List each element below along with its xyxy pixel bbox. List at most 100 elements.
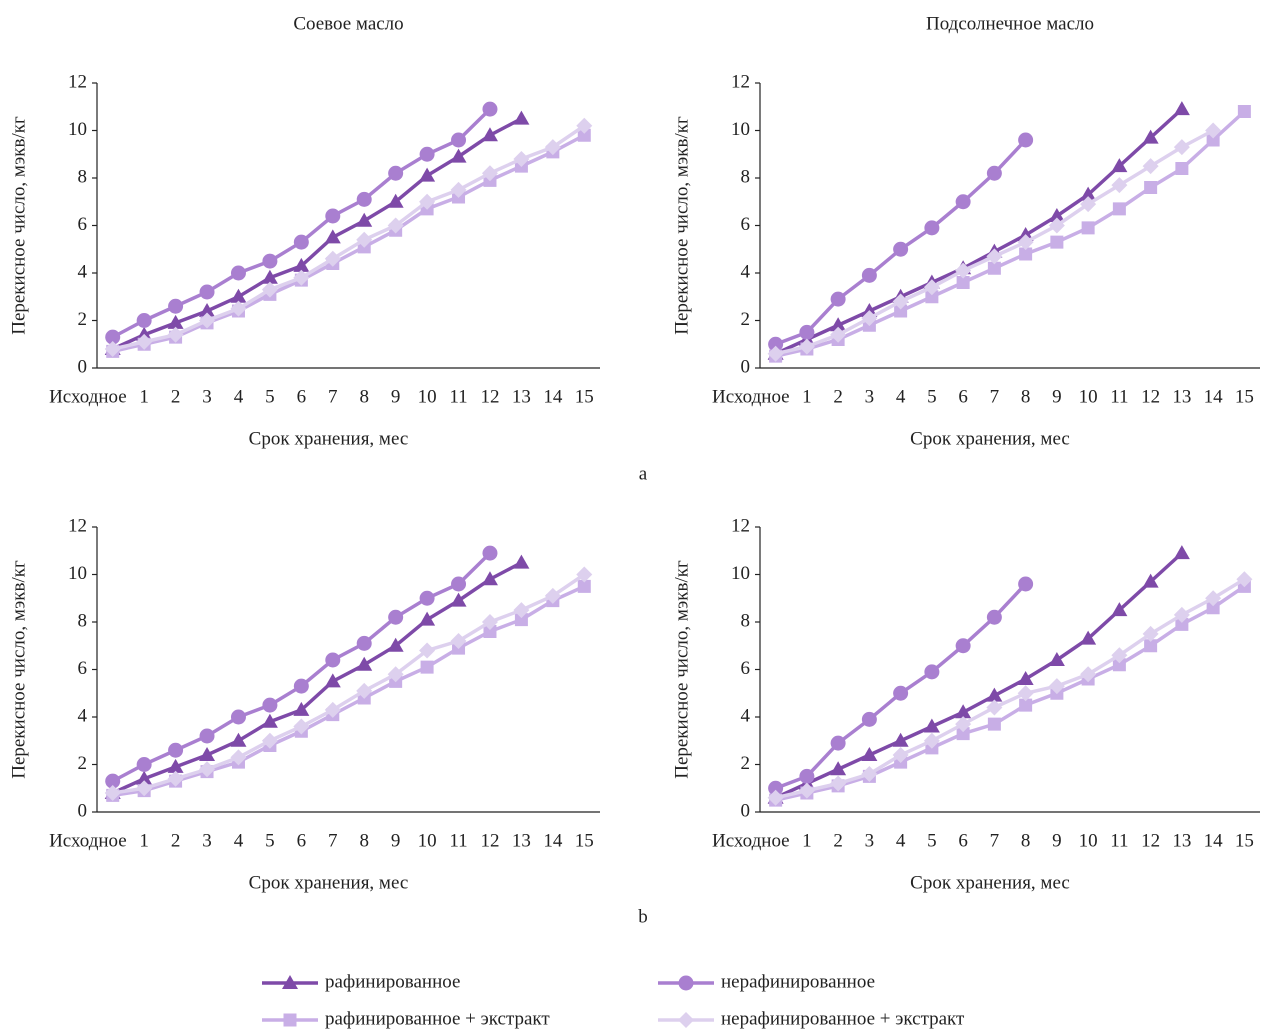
x-tick-label: 3 bbox=[202, 830, 212, 851]
marker bbox=[1206, 601, 1220, 615]
y-tick-label: 12 bbox=[731, 515, 750, 536]
marker bbox=[199, 761, 216, 778]
marker bbox=[105, 329, 121, 345]
series-line bbox=[112, 584, 586, 798]
marker bbox=[324, 250, 341, 267]
x-tick-label: 4 bbox=[896, 830, 906, 851]
marker bbox=[956, 727, 970, 741]
marker bbox=[482, 545, 498, 561]
x-tick-label: 10 bbox=[418, 386, 437, 407]
marker bbox=[419, 193, 436, 210]
marker bbox=[894, 304, 908, 318]
marker bbox=[324, 229, 341, 244]
marker bbox=[199, 728, 215, 744]
marker bbox=[262, 697, 278, 713]
marker bbox=[1017, 685, 1034, 702]
x-tick-label: 3 bbox=[202, 386, 212, 407]
marker bbox=[1112, 658, 1126, 672]
marker bbox=[230, 709, 246, 725]
y-tick-label: 2 bbox=[78, 753, 88, 774]
marker bbox=[199, 312, 216, 329]
marker bbox=[261, 281, 278, 298]
marker bbox=[1173, 139, 1190, 156]
marker bbox=[1173, 606, 1190, 623]
x-tick-label: 15 bbox=[1235, 386, 1254, 407]
y-tick-label: 2 bbox=[741, 309, 751, 330]
x-axis-label: Срок хранения, мес bbox=[910, 872, 1070, 893]
marker bbox=[293, 234, 309, 250]
marker bbox=[1175, 617, 1189, 631]
y-tick-label: 4 bbox=[78, 705, 88, 726]
x-tick-label: 12 bbox=[1141, 386, 1160, 407]
x-tick-label: 14 bbox=[543, 830, 563, 851]
marker bbox=[450, 633, 467, 649]
marker bbox=[388, 609, 404, 625]
marker bbox=[293, 257, 310, 272]
x-tick-label: 6 bbox=[958, 830, 968, 851]
y-axis-label: Перекисное число, мэкв/кг bbox=[8, 116, 29, 335]
y-tick-label: 12 bbox=[731, 71, 750, 92]
marker bbox=[923, 732, 940, 749]
x-axis-label: Срок хранения, мес bbox=[249, 872, 409, 893]
x-axis-label: Срок хранения, мес bbox=[249, 428, 409, 449]
series-line bbox=[112, 133, 586, 354]
marker bbox=[105, 773, 121, 789]
series-line bbox=[112, 573, 586, 795]
marker bbox=[830, 291, 846, 307]
x-tick-label: Исходное bbox=[712, 830, 790, 851]
marker bbox=[1048, 208, 1065, 222]
x-tick-label: 12 bbox=[480, 830, 499, 851]
marker bbox=[576, 566, 593, 583]
marker bbox=[1048, 217, 1065, 234]
panel-label: a bbox=[639, 463, 648, 484]
marker bbox=[450, 592, 467, 607]
marker bbox=[768, 780, 784, 796]
y-tick-label: 10 bbox=[731, 563, 750, 584]
marker bbox=[419, 642, 436, 659]
y-tick-label: 10 bbox=[68, 119, 87, 140]
marker bbox=[387, 193, 404, 208]
series-line bbox=[775, 577, 1246, 800]
marker bbox=[1111, 177, 1128, 194]
x-tick-label: 11 bbox=[449, 386, 467, 407]
x-tick-label: 14 bbox=[1204, 386, 1224, 407]
marker bbox=[230, 749, 247, 766]
y-axis-label: Перекисное число, мэкв/кг bbox=[8, 560, 29, 779]
marker bbox=[167, 314, 184, 329]
marker bbox=[450, 181, 467, 198]
y-tick-label: 10 bbox=[731, 119, 750, 140]
chart-title: Соевое масло bbox=[293, 13, 403, 34]
x-tick-label: 1 bbox=[139, 386, 149, 407]
marker bbox=[1205, 590, 1222, 607]
marker bbox=[136, 770, 153, 785]
marker bbox=[544, 139, 561, 156]
marker bbox=[986, 699, 1003, 716]
marker bbox=[513, 151, 530, 167]
marker bbox=[230, 300, 247, 317]
y-tick-label: 10 bbox=[68, 563, 87, 584]
y-tick-label: 0 bbox=[741, 800, 751, 821]
marker bbox=[1175, 162, 1189, 175]
marker bbox=[1112, 202, 1126, 216]
x-tick-label: 12 bbox=[480, 386, 499, 407]
marker bbox=[1081, 221, 1095, 235]
series-line bbox=[774, 107, 1184, 356]
marker bbox=[955, 194, 971, 210]
marker bbox=[798, 338, 815, 355]
marker bbox=[481, 614, 498, 630]
marker bbox=[955, 638, 971, 654]
marker bbox=[986, 687, 1003, 702]
y-tick-label: 0 bbox=[78, 356, 88, 377]
legend-label: рафинированное bbox=[325, 971, 460, 992]
marker bbox=[1019, 247, 1033, 261]
marker bbox=[577, 128, 591, 142]
x-tick-label: 9 bbox=[391, 830, 401, 851]
x-tick-label: 7 bbox=[990, 386, 1000, 407]
marker bbox=[1206, 133, 1220, 147]
y-tick-label: 0 bbox=[741, 356, 751, 377]
marker bbox=[1142, 625, 1159, 642]
x-tick-label: Исходное bbox=[49, 830, 127, 851]
marker bbox=[482, 101, 498, 117]
marker bbox=[1205, 122, 1222, 139]
